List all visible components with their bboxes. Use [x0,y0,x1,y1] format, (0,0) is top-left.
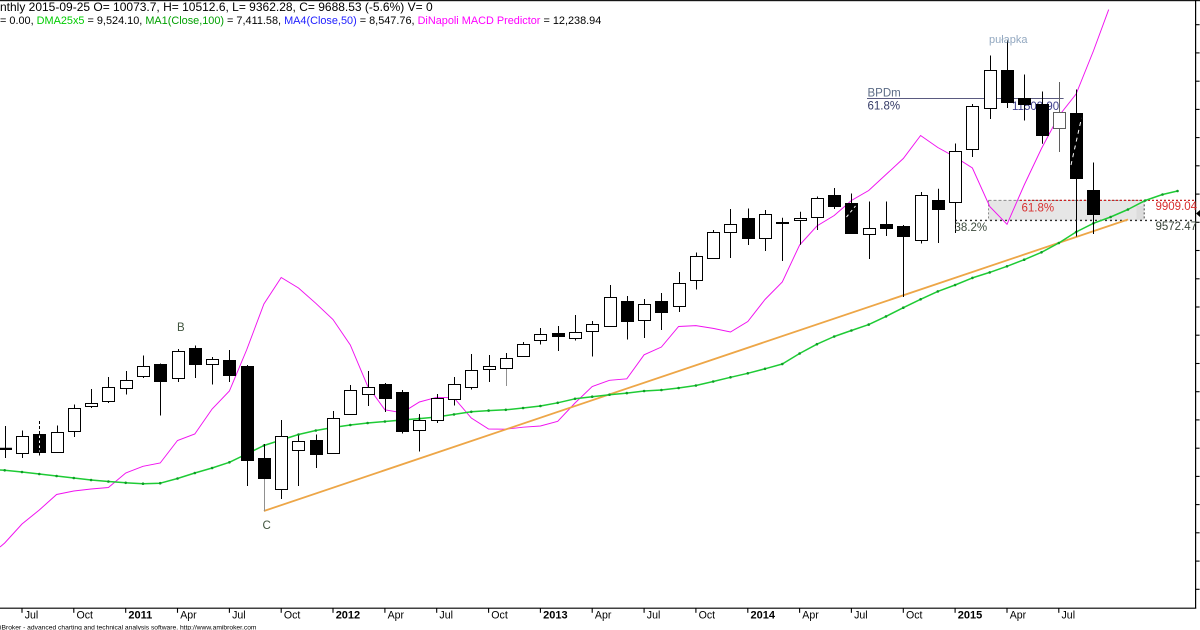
svg-text:Oct: Oct [77,609,94,621]
svg-text:Apr: Apr [802,609,819,621]
svg-text:Jul: Jul [1062,609,1076,621]
svg-text:pułapka: pułapka [989,34,1028,46]
svg-text:Jul: Jul [439,609,453,621]
svg-text:61.8%: 61.8% [1022,203,1055,215]
svg-text:Apr: Apr [595,609,612,621]
svg-text:= 0.00, DMA25x5 = 9,524.10, MA: = 0.00, DMA25x5 = 9,524.10, MA1(Close,10… [0,15,601,27]
svg-text:Oct: Oct [699,609,716,621]
svg-text:B: B [177,322,185,334]
svg-text:Monthly 2015-09-25 O= 10073.7,: Monthly 2015-09-25 O= 10073.7, H= 10512.… [0,0,433,14]
svg-text:2012: 2012 [336,609,360,621]
svg-text:38.2%: 38.2% [955,222,988,234]
svg-text:2013: 2013 [543,609,567,621]
svg-text:Jul: Jul [232,609,246,621]
svg-text:Jul: Jul [647,609,661,621]
svg-text:2014: 2014 [751,609,776,621]
svg-text:Oct: Oct [491,609,508,621]
svg-text:61.8%: 61.8% [868,101,901,113]
svg-text:Apr: Apr [1010,609,1027,621]
svg-text:9909.04: 9909.04 [1156,201,1198,213]
svg-text:Oct: Oct [284,609,301,621]
svg-text:BPDm: BPDm [868,88,901,100]
svg-text:C: C [263,520,271,532]
svg-text:Apr: Apr [180,609,197,621]
svg-text:Apr: Apr [388,609,405,621]
svg-text:Jul: Jul [25,609,39,621]
svg-text:AmiBroker - advanced charting: AmiBroker - advanced charting and techni… [0,624,257,630]
svg-text:Oct: Oct [906,609,923,621]
svg-text:2011: 2011 [128,609,152,621]
svg-text:Jul: Jul [854,609,868,621]
svg-text:2015: 2015 [958,609,982,621]
svg-text:9572.47: 9572.47 [1156,221,1198,233]
